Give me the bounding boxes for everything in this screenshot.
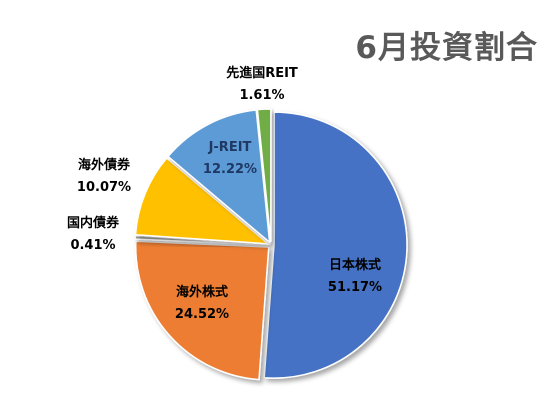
slice-name: 日本株式 (328, 258, 381, 273)
slice-percentage: 10.07% (76, 180, 132, 195)
slice-label-developed-reit: 先進国REIT 1.61% (226, 63, 298, 107)
slice-label-foreign-stocks: 海外株式 24.52% (175, 282, 229, 326)
slice-percentage: 12.22% (202, 162, 258, 177)
slice-name: 海外株式 (175, 285, 228, 300)
slice-name: 海外債券 (77, 158, 130, 173)
slice-percentage: 24.52% (174, 307, 230, 322)
pie-slice-j-reit (166, 109, 271, 245)
pie-slice-foreign-bonds (134, 156, 271, 245)
chart-title: 6月投資割合 (355, 30, 538, 66)
pie-slice-foreign-stocks (135, 240, 270, 381)
pie-slice-japan-stocks (263, 111, 408, 379)
slice-label-domestic-bonds: 国内債券 0.41% (67, 213, 119, 257)
slice-percentage: 1.61% (239, 88, 285, 103)
slice-label-japan-stocks: 日本株式 51.17% (328, 255, 382, 299)
slice-name: 国内債券 (66, 216, 120, 231)
pie-slice-developed-reit (256, 108, 272, 243)
slice-percentage: 51.17% (327, 280, 383, 295)
slice-label-j-reit: J-REIT 12.22% (203, 137, 257, 181)
slice-label-foreign-bonds: 海外債券 10.07% (77, 155, 131, 199)
slice-name: J-REIT (208, 140, 252, 155)
slice-percentage: 0.41% (70, 238, 116, 253)
slice-name: 先進国REIT (226, 66, 298, 81)
pie-slice-domestic-bonds (134, 234, 269, 246)
